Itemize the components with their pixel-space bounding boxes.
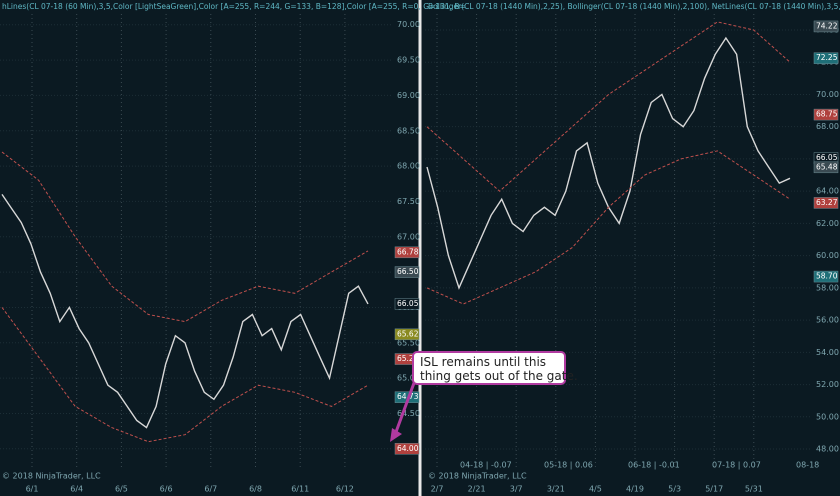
price-tag-label: 66.05	[816, 153, 838, 162]
x-tick-label: 6/4	[70, 485, 83, 494]
y-tick-label: 65.50	[397, 338, 420, 347]
contract-roll-label: 06-18 | -0.01	[628, 461, 680, 470]
panel-header: hLines(CL 07-18 (60 Min),3,5,Color [Ligh…	[2, 2, 466, 11]
price-tag	[813, 197, 839, 209]
x-tick-label: 5/31	[745, 485, 763, 494]
x-tick-label: 3/7	[510, 485, 523, 494]
band-line	[1, 307, 369, 443]
y-tick-label: 65.00	[397, 374, 420, 383]
y-tick-label: 68.00	[816, 122, 839, 131]
price-tag-label: 65.62	[397, 329, 419, 338]
x-tick-label: 5/3	[668, 485, 681, 494]
y-tick-label: 69.50	[397, 56, 420, 65]
price-tag-label: 68.75	[816, 110, 838, 119]
x-tick-label: 2/21	[468, 485, 486, 494]
annotation-text: thing gets out of the gate.	[420, 369, 578, 383]
x-tick-label: 6/8	[249, 485, 262, 494]
y-tick-label: 64.00	[816, 187, 839, 196]
y-tick-label: 58.00	[816, 283, 839, 292]
price-tag-label: 74.22	[816, 21, 838, 30]
price-tag	[813, 108, 839, 121]
y-tick-label: 70.00	[816, 90, 839, 99]
panel-header: Bollinger(CL 07-18 (1440 Min),2,25), Bol…	[428, 2, 840, 11]
copyright: © 2018 NinjaTrader, LLC	[428, 472, 527, 481]
price-tag	[813, 20, 839, 33]
y-tick-label: 67.00	[397, 232, 420, 241]
price-tag	[394, 298, 420, 310]
y-tick-label: 62.00	[816, 219, 839, 228]
contract-roll-label: 07-18 | 0.07	[712, 461, 761, 470]
annotation-box	[412, 351, 566, 385]
x-tick-label: 6/7	[204, 485, 217, 494]
price-tag-label: 64.00	[397, 444, 419, 453]
price-tag-label: 72.25	[816, 53, 838, 62]
band-line	[1, 151, 369, 323]
x-tick-label: 6/12	[336, 485, 354, 494]
price-tag	[394, 328, 420, 341]
x-tick-label: 2/7	[431, 485, 444, 494]
x-tick-label: 3/21	[547, 485, 565, 494]
y-tick-label: 70.00	[397, 20, 420, 29]
x-tick-label: 6/6	[160, 485, 173, 494]
x-tick-label: 5/17	[705, 485, 723, 494]
x-tick-label: 6/11	[291, 485, 309, 494]
y-tick-label: 69.00	[397, 91, 420, 100]
band-line	[426, 21, 791, 192]
y-tick-label: 50.00	[816, 412, 839, 421]
price-tag	[813, 52, 839, 64]
y-tick-label: 68.50	[397, 126, 420, 135]
y-tick-label: 56.00	[816, 316, 839, 325]
price-tag-label: 58.70	[816, 272, 838, 281]
price-tag	[813, 270, 839, 283]
x-tick-label: 4/19	[626, 485, 644, 494]
price-tag	[813, 161, 839, 174]
annotation-arrow	[394, 382, 416, 433]
price-tag	[394, 266, 420, 278]
y-tick-label: 60.00	[816, 251, 839, 260]
y-tick-label: 68.00	[397, 162, 420, 171]
price-tag-label: 66.50	[397, 267, 419, 276]
price-tag-label: 63.27	[816, 198, 838, 207]
contract-roll-label: 05-18 | 0.06	[544, 461, 593, 470]
price-tag	[394, 443, 420, 455]
price-tag-label: 66.05	[397, 299, 419, 308]
annotation-text: ISL remains until this	[420, 355, 546, 369]
y-tick-label: 64.50	[397, 409, 420, 418]
copyright: © 2018 NinjaTrader, LLC	[2, 472, 101, 481]
contract-roll-label: 08-18	[796, 461, 819, 470]
price-tag	[394, 246, 420, 259]
price-line	[1, 194, 369, 429]
annotation: ISL remains until this thing gets out of…	[390, 351, 578, 442]
band-line	[426, 150, 791, 305]
price-tag-label: 66.78	[397, 247, 419, 256]
y-tick-label: 54.00	[816, 348, 839, 357]
price-tag-label: 65.48	[816, 162, 838, 171]
y-tick-label: 48.00	[816, 445, 839, 454]
contract-roll-label: 04-18 | -0.07	[460, 461, 512, 470]
y-tick-label: 52.00	[816, 380, 839, 389]
y-tick-label: 67.50	[397, 197, 420, 206]
price-tag-label: 65.27	[397, 354, 419, 363]
annotation-arrowhead	[390, 428, 402, 442]
x-tick-label: 4/5	[589, 485, 602, 494]
x-tick-label: 6/5	[115, 485, 128, 494]
x-tick-label: 6/1	[26, 485, 39, 494]
